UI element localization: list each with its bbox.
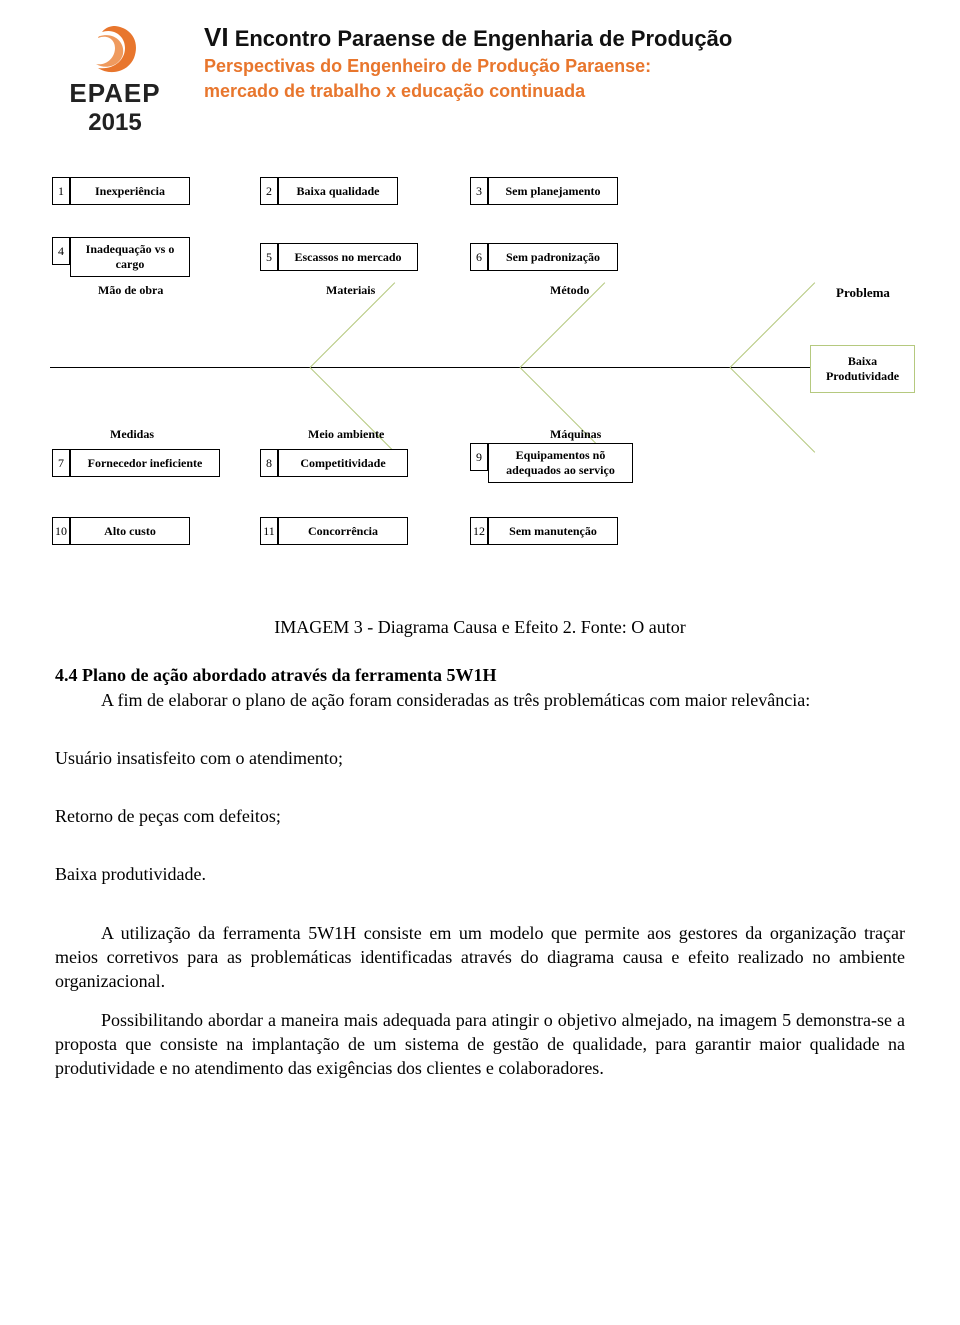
cat-4: Medidas bbox=[110, 427, 154, 442]
cause-8: Competitividade bbox=[278, 449, 408, 477]
cat-2: Materiais bbox=[326, 283, 375, 298]
diagram-spine bbox=[50, 367, 810, 368]
intro-paragraph: A fim de elaborar o plano de ação foram … bbox=[55, 688, 905, 712]
tag-2: 2 bbox=[260, 177, 278, 205]
body-text: IMAGEM 3 - Diagrama Causa e Efeito 2. Fo… bbox=[0, 597, 960, 1121]
tag-6: 6 bbox=[470, 243, 488, 271]
cat-5: Meio ambiente bbox=[308, 427, 384, 442]
logo-block: EPAEP 2015 bbox=[50, 18, 180, 137]
tag-11: 11 bbox=[260, 517, 278, 545]
list-item-1: Usuário insatisfeito com o atendimento; bbox=[55, 746, 905, 770]
cat-3: Método bbox=[550, 283, 589, 298]
tag-3: 3 bbox=[470, 177, 488, 205]
cause-1: Inexperiência bbox=[70, 177, 190, 205]
logo-acronym: EPAEP bbox=[69, 78, 160, 109]
tag-9: 9 bbox=[470, 443, 488, 471]
tag-7: 7 bbox=[52, 449, 70, 477]
cause-9: Equipamentos nõ adequados ao serviço bbox=[488, 443, 633, 483]
epaep-logo-icon bbox=[70, 18, 160, 78]
header-text: VI Encontro Paraense de Engenharia de Pr… bbox=[204, 18, 732, 102]
figure-caption: IMAGEM 3 - Diagrama Causa e Efeito 2. Fo… bbox=[55, 615, 905, 639]
tag-1: 1 bbox=[52, 177, 70, 205]
bone bbox=[730, 282, 816, 368]
cause-3: Sem planejamento bbox=[488, 177, 618, 205]
header-title: VI Encontro Paraense de Engenharia de Pr… bbox=[204, 22, 732, 53]
section-heading: 4.4 Plano de ação abordado através da fe… bbox=[55, 663, 905, 687]
cause-4: Inadequação vs o cargo bbox=[70, 237, 190, 277]
tag-12: 12 bbox=[470, 517, 488, 545]
paragraph-1: A utilização da ferramenta 5W1H consiste… bbox=[55, 921, 905, 994]
cause-10: Alto custo bbox=[70, 517, 190, 545]
cause-12: Sem manutenção bbox=[488, 517, 618, 545]
cat-6: Máquinas bbox=[550, 427, 601, 442]
problem-label: Problema bbox=[836, 285, 890, 301]
list-item-3: Baixa produtividade. bbox=[55, 862, 905, 886]
cause-11: Concorrência bbox=[278, 517, 408, 545]
list-item-2: Retorno de peças com defeitos; bbox=[55, 804, 905, 828]
page-header: EPAEP 2015 VI Encontro Paraense de Engen… bbox=[0, 0, 960, 147]
logo-year: 2015 bbox=[88, 109, 141, 137]
tag-10: 10 bbox=[52, 517, 70, 545]
cause-6: Sem padronização bbox=[488, 243, 618, 271]
tag-8: 8 bbox=[260, 449, 278, 477]
header-subtitle-2: mercado de trabalho x educação continuad… bbox=[204, 80, 732, 103]
ishikawa-diagram: Problema Baixa Produtividade 1 Inexperiê… bbox=[50, 177, 920, 597]
header-title-rest: Encontro Paraense de Engenharia de Produ… bbox=[229, 26, 733, 51]
diagram-head: Baixa Produtividade bbox=[810, 345, 915, 393]
paragraph-2: Possibilitando abordar a maneira mais ad… bbox=[55, 1008, 905, 1081]
tag-4: 4 bbox=[52, 237, 70, 265]
cat-1: Mão de obra bbox=[98, 283, 163, 298]
header-roman: VI bbox=[204, 22, 229, 52]
bone bbox=[730, 367, 816, 453]
header-subtitle-1: Perspectivas do Engenheiro de Produção P… bbox=[204, 55, 732, 78]
tag-5: 5 bbox=[260, 243, 278, 271]
cause-7: Fornecedor ineficiente bbox=[70, 449, 220, 477]
cause-5: Escassos no mercado bbox=[278, 243, 418, 271]
cause-2: Baixa qualidade bbox=[278, 177, 398, 205]
